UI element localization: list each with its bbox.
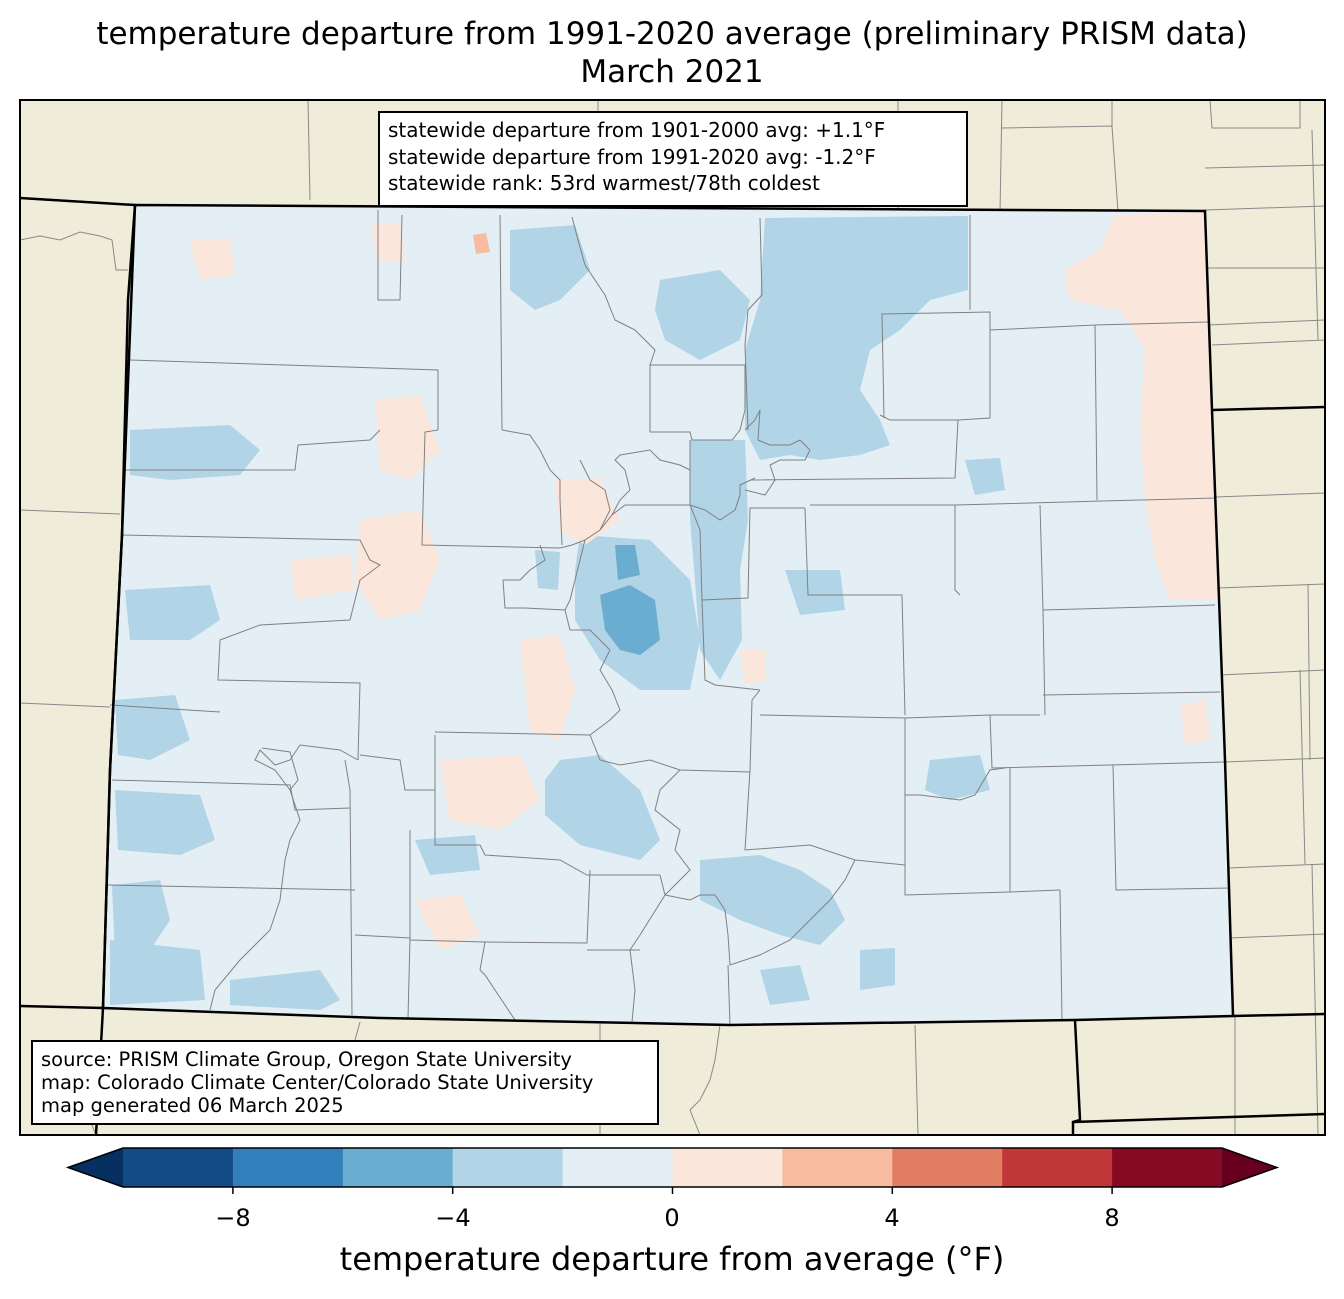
statewide-stats-box: statewide departure from 1901-2000 avg: …: [378, 111, 968, 207]
colorbar-bin: [562, 1148, 673, 1187]
map-subtitle: March 2021: [580, 54, 764, 90]
colorbar-bin: [892, 1148, 1003, 1187]
county-boundaries: [107, 210, 1231, 1026]
colorbar-bin: [672, 1148, 783, 1187]
generated-date-line: map generated 06 March 2025: [41, 1094, 344, 1117]
stats-line-1991-2020: statewide departure from 1991-2020 avg: …: [388, 144, 876, 169]
map-title: temperature departure from 1991-2020 ave…: [96, 16, 1248, 52]
stats-line-1901-2000: statewide departure from 1901-2000 avg: …: [388, 118, 886, 142]
warm-anomaly-patches: [190, 212, 1218, 950]
colorbar: [65, 1147, 1280, 1194]
colorbar-outline: [65, 1147, 1280, 1188]
colorbar-bin: [342, 1148, 454, 1187]
colorbar-tick-label: 8: [1104, 1204, 1120, 1232]
state-boundaries: [19, 196, 1326, 1136]
colorbar-tick-label: −4: [435, 1204, 471, 1232]
colorbar-tick-label: 4: [884, 1204, 900, 1232]
colorbar-over-arrow: [1222, 1148, 1277, 1187]
neighbor-state-boundaries: [19, 99, 1326, 1136]
map-credit-line: map: Colorado Climate Center/Colorado St…: [41, 1071, 594, 1094]
colorbar-bin: [1112, 1148, 1223, 1187]
colorbar-label: temperature departure from average (°F): [339, 1240, 1005, 1278]
map-frame: [19, 99, 1326, 1136]
colorbar-bin: [782, 1148, 893, 1187]
source-credits-box: source: PRISM Climate Group, Oregon Stat…: [31, 1040, 659, 1125]
colorbar-under-arrow: [68, 1148, 123, 1187]
colorbar-bin: [452, 1148, 564, 1187]
source-line: source: PRISM Climate Group, Oregon Stat…: [41, 1048, 572, 1071]
colorbar-bin: [1002, 1148, 1113, 1187]
stats-line-rank: statewide rank: 53rd warmest/78th coldes…: [388, 171, 820, 195]
warm-anomaly-spot: [473, 233, 490, 254]
colorbar-tick-label: 0: [664, 1204, 680, 1232]
colorbar-tick-label: −8: [215, 1204, 251, 1232]
colorbar-bin: [123, 1148, 234, 1187]
cool-anomaly-core: [600, 545, 660, 655]
cool-anomaly-patches: [110, 216, 1005, 1010]
colorbar-bin: [232, 1148, 344, 1187]
